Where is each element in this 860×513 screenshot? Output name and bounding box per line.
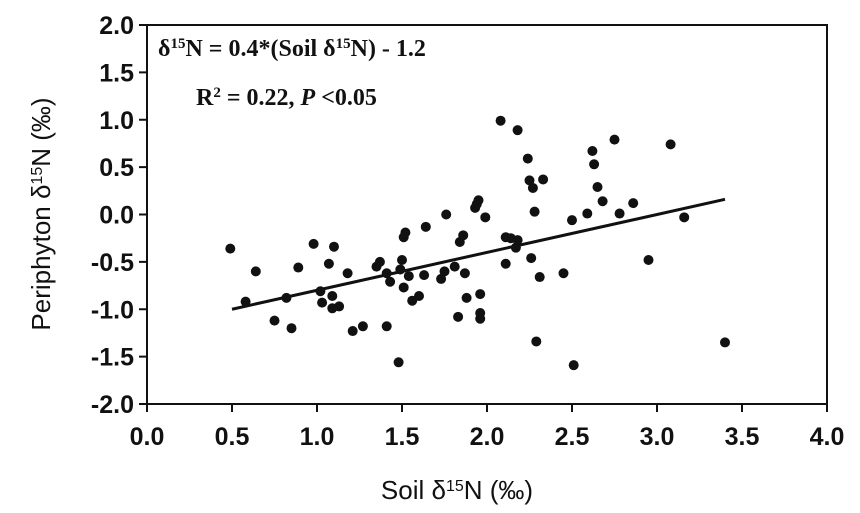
data-point [439,266,450,277]
data-point [329,241,339,252]
regression-stats: R2 = 0.22, P <0.05 [196,85,377,111]
y-tick-label: -2.0 [91,391,134,419]
data-point [250,266,261,277]
data-point [393,357,404,368]
x-tick-label: 0.0 [130,423,165,451]
data-point [453,311,464,322]
data-point [342,268,353,279]
data-point [480,212,491,223]
data-point [327,290,338,301]
data-point [512,235,523,246]
data-point [381,321,392,332]
y-tick-label: -1.5 [91,344,134,372]
x-axis-title: Soil δ15N (‰) [381,475,533,505]
regression-equation: δ15N = 0.4*(Soil δ15N) - 1.2 [158,36,426,62]
data-point [475,313,486,324]
y-tick-label: 0.5 [99,154,134,182]
data-point [403,271,414,282]
data-point [323,258,334,269]
data-point [458,230,469,241]
data-point [419,270,430,281]
data-point [449,261,460,272]
data-point [527,182,538,193]
data-point [441,209,452,220]
y-tick-label: -0.5 [91,249,134,277]
data-point [269,315,280,326]
data-point [582,208,593,219]
data-point [385,276,396,287]
data-point [308,238,319,249]
x-tick-label: 1.0 [300,423,335,451]
data-point [558,268,569,279]
data-point [500,258,511,269]
data-point [609,134,620,145]
x-tick-label: 3.0 [640,423,675,451]
data-point [531,336,542,347]
data-point [357,321,368,332]
data-point [597,196,608,207]
data-point [281,292,292,303]
data-point [587,146,598,157]
data-point [334,301,345,312]
x-tick-label: 2.0 [470,423,505,451]
y-axis-title: Periphyton δ15N (‰) [26,97,56,330]
data-point [347,326,358,337]
data-point [592,182,603,193]
y-tick-label: 1.0 [99,107,134,135]
x-axis-ticks: 0.0 0.5 1.0 1.5 2.0 2.5 3.0 3.5 4.0 [130,404,845,451]
data-point [568,360,579,371]
x-tick-label: 4.0 [810,423,845,451]
data-point [374,256,385,267]
data-point [524,175,535,186]
y-tick-label: 0.0 [99,202,134,230]
data-point [397,254,407,265]
x-tick-label: 3.5 [725,423,760,451]
y-axis-ticks: 2.0 1.5 1.0 0.5 0.0 -0.5 -1.0 -1.5 -2.0 [91,12,147,419]
data-point [240,296,251,307]
y-tick-label: 2.0 [99,12,134,40]
data-point [398,282,409,293]
data-point [534,272,545,283]
y-tick-label: -1.0 [91,296,134,324]
regression-line [231,197,726,311]
x-tick-label: 0.5 [215,423,250,451]
data-point [567,215,577,226]
data-point [475,289,486,300]
data-point [679,212,690,223]
data-point [720,337,730,348]
x-tick-label: 2.5 [555,423,590,451]
data-point [315,286,326,297]
data-point [643,254,654,265]
data-point [614,208,625,219]
data-points [225,115,730,371]
data-point [665,139,676,150]
data-point [538,174,549,185]
data-point [522,153,533,164]
data-point [589,159,600,170]
data-point [529,206,540,217]
regression-line-group [231,197,726,311]
data-point [459,268,470,279]
data-point [225,243,236,254]
data-point [414,290,424,301]
data-point [512,125,523,136]
data-point [400,227,411,238]
data-point [420,221,431,232]
data-point [628,198,639,209]
data-point [317,297,328,308]
data-point [461,292,472,303]
data-point [436,273,447,284]
data-point [395,264,406,275]
data-point [473,195,484,206]
data-point [381,268,392,279]
data-point [495,115,506,126]
data-point [510,242,521,253]
y-tick-label: 1.5 [99,59,134,87]
data-point [526,253,537,264]
data-point [286,323,297,334]
data-point [293,262,304,273]
x-tick-label: 1.5 [385,423,420,451]
